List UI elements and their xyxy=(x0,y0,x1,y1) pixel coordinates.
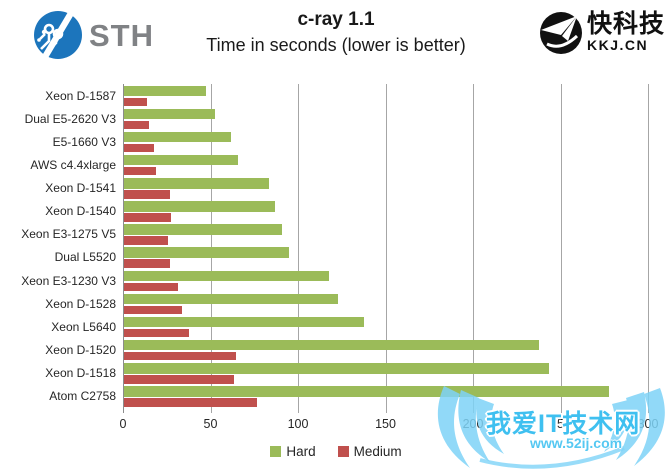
gridline-100 xyxy=(298,84,299,413)
gridline-200 xyxy=(473,84,474,413)
legend-swatch-hard xyxy=(270,446,282,457)
medium-bar xyxy=(124,259,170,268)
kkj-paper-plane-icon xyxy=(539,12,582,54)
hard-bar xyxy=(124,108,215,120)
medium-bar xyxy=(124,143,154,153)
category-label: E5-1660 V3 xyxy=(52,134,116,149)
category-axis-line xyxy=(123,84,124,413)
chart-row xyxy=(123,84,648,107)
medium-bar xyxy=(124,190,170,199)
medium-bar xyxy=(124,236,168,245)
chart-row xyxy=(123,362,648,385)
x-tick-label-100: 100 xyxy=(287,417,309,431)
category-label: Xeon E3-1275 V5 xyxy=(21,227,116,242)
sth-logo: STH xyxy=(32,9,154,61)
x-tick-label-250: 250 xyxy=(550,417,571,431)
gridline-300 xyxy=(648,84,649,413)
chart-row xyxy=(123,269,648,292)
chart-row xyxy=(123,153,648,176)
medium-bar xyxy=(124,120,149,130)
category-label: Xeon D-1520 xyxy=(45,342,116,357)
hard-bar xyxy=(124,201,275,212)
medium-bar xyxy=(124,328,189,338)
chart-row xyxy=(123,246,648,269)
hard-bar xyxy=(124,270,329,282)
category-label: Xeon D-1541 xyxy=(45,181,116,196)
hard-bar xyxy=(124,247,289,258)
medium-bar xyxy=(124,166,156,176)
legend-item-hard: Hard xyxy=(270,444,316,459)
chart-row xyxy=(123,292,648,315)
x-tick-label-150: 150 xyxy=(375,417,396,431)
legend-item-medium: Medium xyxy=(337,444,402,459)
watermark-url: www.52ij.com xyxy=(530,435,623,451)
category-label: Xeon D-1587 xyxy=(45,88,116,103)
legend-swatch-medium xyxy=(337,446,349,457)
category-label: Xeon D-1528 xyxy=(45,296,116,311)
watermark-wings-icon xyxy=(437,386,665,469)
medium-bar xyxy=(124,97,147,107)
hard-bar xyxy=(124,363,550,374)
sth-circuit-icon xyxy=(34,11,82,59)
chart-row xyxy=(123,338,648,361)
category-label: Xeon D-1518 xyxy=(45,366,116,381)
hard-bar xyxy=(124,316,364,328)
x-tick-label-0: 0 xyxy=(119,417,127,431)
gridline-150 xyxy=(385,84,387,413)
medium-bar xyxy=(124,398,257,407)
kkj-logo: 快科技 KKJ.CN xyxy=(537,8,665,56)
hard-bar xyxy=(124,224,282,235)
chart-title: c-ray 1.1 xyxy=(297,9,375,30)
chart-row xyxy=(123,177,648,200)
chart-row xyxy=(123,315,648,338)
plot-area xyxy=(123,84,649,413)
watermark: 我爱IT技术网 www.52ij.com xyxy=(428,386,672,472)
gridline-250 xyxy=(560,84,562,413)
category-axis-labels: Xeon D-1587 Dual E5-2620 V3 E5-1660 V3 AWS … xyxy=(0,84,116,408)
chart-row xyxy=(123,200,648,223)
legend-label-medium: Medium xyxy=(353,444,402,459)
category-label: Dual E5-2620 V3 xyxy=(24,111,116,126)
title-block: c-ray 1.1 Time in seconds (lower is bett… xyxy=(0,9,672,56)
category-label: Xeon L5640 xyxy=(51,319,116,334)
medium-bar xyxy=(124,305,182,315)
watermark-site-name: 我爱IT技术网 xyxy=(486,410,641,438)
sth-logo-text: STH xyxy=(89,17,154,53)
x-tick-label-50: 50 xyxy=(203,417,218,431)
hard-bar xyxy=(124,293,338,305)
medium-bar xyxy=(124,375,235,384)
hard-bar xyxy=(124,154,238,166)
hard-bar xyxy=(124,131,231,143)
category-label: Dual L5520 xyxy=(54,250,116,265)
hard-bar xyxy=(124,178,270,189)
chart-row xyxy=(123,107,648,130)
category-label: Xeon E3-1230 V3 xyxy=(21,273,116,288)
hard-bar xyxy=(124,339,539,351)
medium-bar xyxy=(124,351,236,361)
legend: Hard Medium xyxy=(0,444,672,459)
hard-bar xyxy=(124,386,609,397)
chart-row xyxy=(123,385,648,408)
legend-label-hard: Hard xyxy=(286,444,316,459)
category-label: AWS c4.4xlarge xyxy=(30,157,116,172)
kkj-logo-domain: KKJ.CN xyxy=(586,37,649,53)
kkj-logo-texts: 快科技 KKJ.CN xyxy=(586,10,665,53)
chart-row xyxy=(123,223,648,246)
category-label: Xeon D-1540 xyxy=(45,204,116,219)
hard-bar xyxy=(124,85,207,97)
chart-subtitle: Time in seconds (lower is better) xyxy=(206,34,466,55)
kkj-logo-name: 快科技 xyxy=(586,10,665,38)
medium-bar xyxy=(124,213,172,222)
category-label: Atom C2758 xyxy=(49,389,116,404)
chart-row xyxy=(123,130,648,153)
medium-bar xyxy=(124,282,179,292)
